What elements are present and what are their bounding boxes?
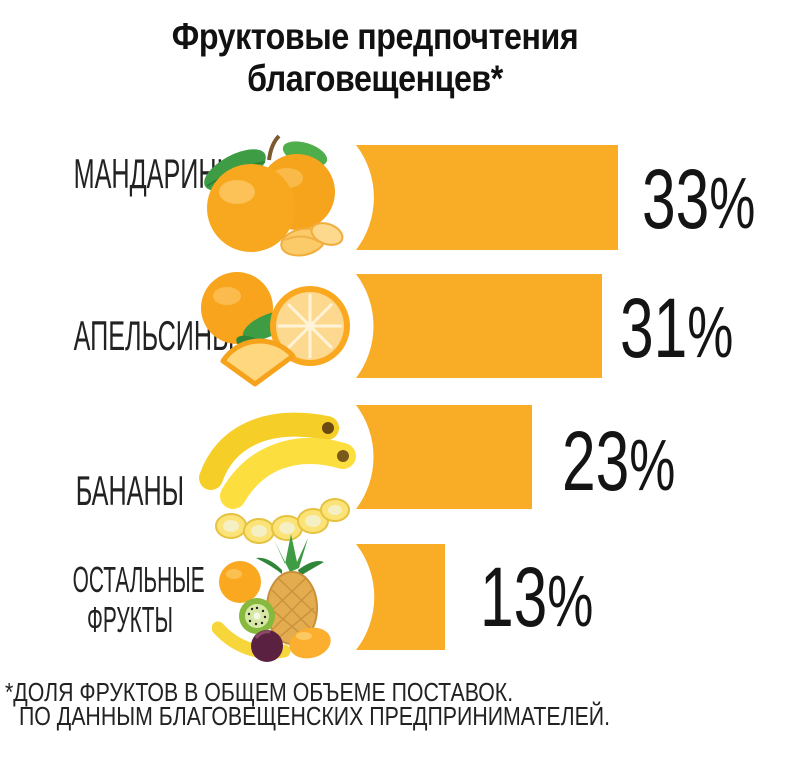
chart-title-line1: Фруктовые предпочтения <box>171 16 579 57</box>
value-number: 31 <box>620 281 688 375</box>
bar-value-other-fruits: 13% <box>480 555 593 639</box>
percent-sign: % <box>687 293 734 373</box>
bar-oranges <box>356 274 602 378</box>
oranges-image <box>195 266 360 396</box>
value-number: 23 <box>562 414 630 508</box>
chart-title-line2: благовещенцев* <box>247 58 503 99</box>
category-label-text: ОСТАЛЬНЫЕ <box>72 559 205 600</box>
bananas-image <box>193 398 358 553</box>
footnote-line1: *ДОЛЯ ФРУКТОВ В ОБЩЕМ ОБЪЕМЕ ПОСТАВОК. <box>5 677 514 707</box>
bar-mandarins <box>356 145 618 250</box>
percent-sign: % <box>629 426 676 506</box>
category-label-oranges: АПЕЛЬСИНЫ <box>73 312 235 359</box>
category-label-text: БАНАНЫ <box>75 467 184 514</box>
footnote-line2: ПО ДАННЫМ БЛАГОВЕЩЕНСКИХ ПРЕДПРИНИМАТЕЛЕ… <box>18 701 611 731</box>
percent-sign: % <box>709 164 756 244</box>
bar-value-mandarins: 33% <box>642 157 755 241</box>
bar-other-fruits <box>356 544 445 650</box>
footnote: *ДОЛЯ ФРУКТОВ В ОБЩЕМ ОБЪЕМЕ ПОСТАВОК. П… <box>5 677 611 731</box>
value-number: 13 <box>480 550 548 644</box>
mandarins-image <box>185 130 355 270</box>
mixed-fruits-image <box>211 530 352 670</box>
category-label-bananas: БАНАНЫ <box>74 470 184 512</box>
bar-value-bananas: 23% <box>562 419 675 503</box>
category-label-text: МАНДАРИНЫ <box>73 150 239 197</box>
value-number: 33 <box>642 152 710 246</box>
bar-bananas <box>356 405 532 509</box>
category-label-mandarins: МАНДАРИНЫ <box>73 150 239 197</box>
chart-title: Фруктовые предпочтения благовещенцев* <box>114 16 636 100</box>
category-label-text: АПЕЛЬСИНЫ <box>73 312 235 359</box>
bar-value-oranges: 31% <box>620 286 733 370</box>
percent-sign: % <box>547 562 594 642</box>
category-label-text: ФРУКТЫ <box>86 599 173 640</box>
category-label-other-fruits: ОСТАЛЬНЫЕ ФРУКТЫ <box>72 559 205 640</box>
